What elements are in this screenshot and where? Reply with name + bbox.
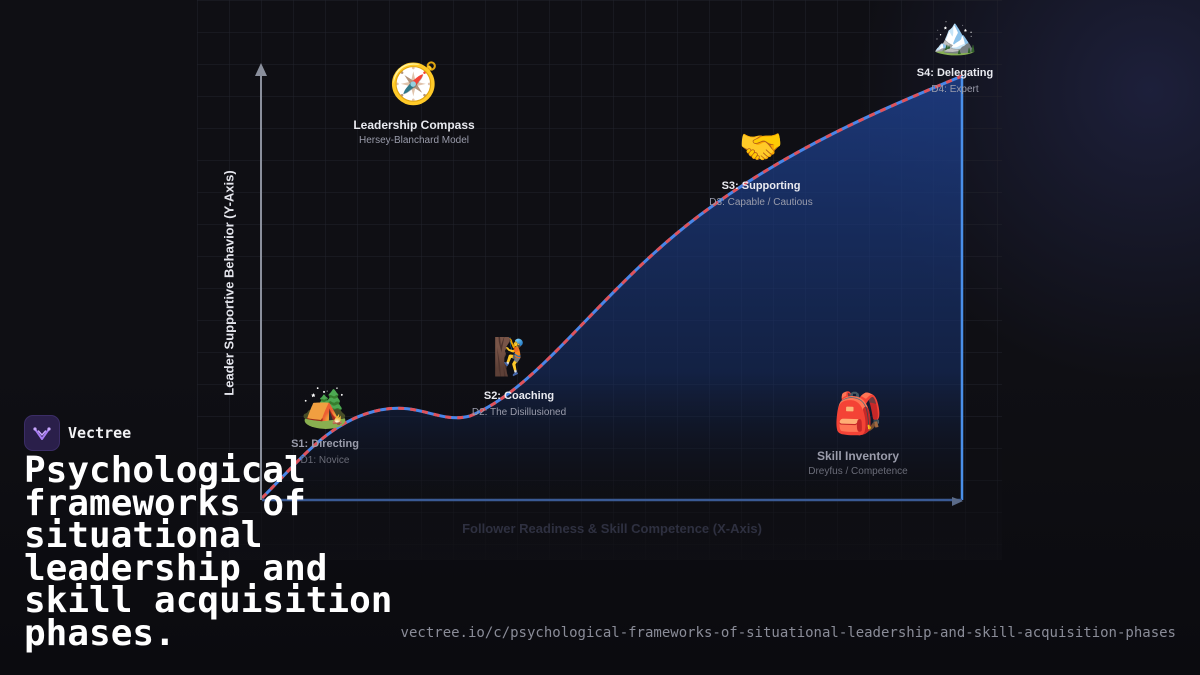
y-axis-arrow-icon	[255, 63, 267, 76]
backpack-icon: 🎒	[833, 391, 883, 437]
brand-name: Vectree	[68, 424, 132, 442]
inventory-subtitle: Dreyfus / Competence	[808, 466, 908, 477]
s4-subtitle: D4: Expert	[931, 84, 979, 95]
curve-base-line	[260, 74, 963, 500]
s3-title: S3: Supporting	[721, 180, 801, 192]
s1-subtitle: D1: Novice	[300, 455, 350, 466]
handshake-icon: 🤝	[738, 127, 784, 168]
camping-tent-icon: 🏕️	[301, 386, 349, 430]
mountain-peak-icon: 🏔️	[932, 16, 978, 57]
compass-subtitle: Hersey-Blanchard Model	[358, 135, 470, 146]
s4-title: S4: Delegating	[916, 67, 994, 79]
x-axis-label: Follower Readiness & Skill Competence (X…	[462, 521, 762, 536]
inventory-title: Skill Inventory	[816, 449, 900, 463]
compass-title: Leadership Compass	[353, 118, 475, 132]
source-url[interactable]: vectree.io/c/psychological-frameworks-of…	[400, 625, 1176, 641]
page-title: Psychological frameworks of situational …	[24, 450, 393, 654]
compass-icon: 🧭	[389, 61, 439, 107]
s2-title: S2: Coaching	[483, 390, 555, 402]
climbing-person-icon: 🧗	[492, 337, 538, 378]
s3-subtitle: D3: Capable / Cautious	[709, 197, 813, 208]
vectree-logo-icon	[24, 415, 60, 451]
progress-area-fill	[262, 76, 962, 500]
s1-title: S1: Directing	[291, 438, 359, 450]
x-axis-arrow-icon	[952, 497, 963, 506]
y-axis-label: Leader Supportive Behavior (Y-Axis)	[221, 170, 237, 396]
brand[interactable]: Vectree	[24, 415, 131, 451]
s2-subtitle: D2: The Disillusioned	[471, 407, 567, 418]
